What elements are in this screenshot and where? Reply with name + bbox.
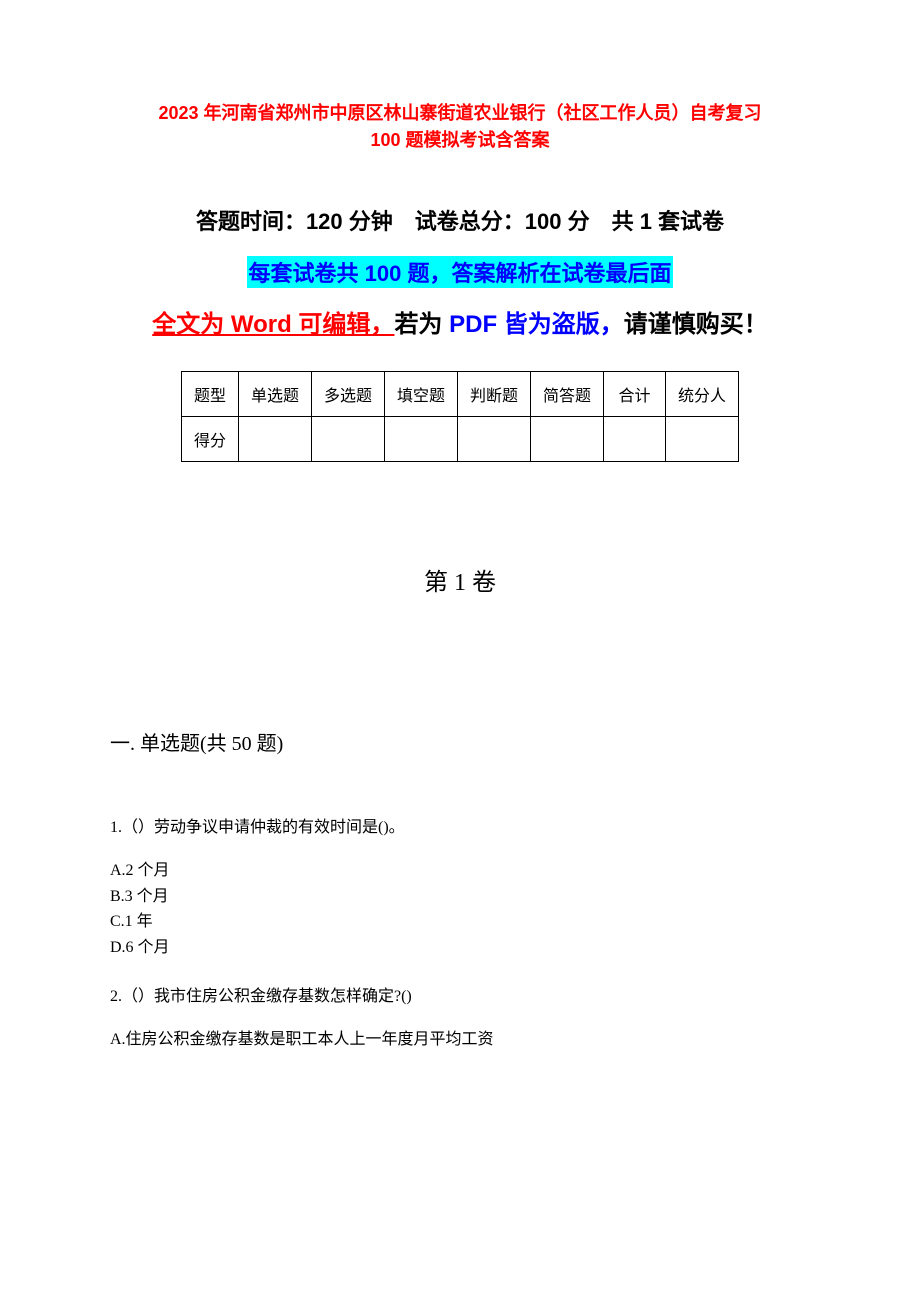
option-a: A.住房公积金缴存基数是职工本人上一年度月平均工资 (110, 1027, 810, 1053)
exam-info: 答题时间：120 分钟 试卷总分：100 分 共 1 套试卷 (110, 204, 810, 236)
word-red-part: 全文为 Word 可编辑， (152, 311, 394, 338)
title-line-1: 2023 年河南省郑州市中原区林山寨街道农业银行（社区工作人员）自考复习 (110, 100, 810, 127)
table-empty-cell (458, 417, 531, 462)
editable-notice: 全文为 Word 可编辑，若为 PDF 皆为盗版，请谨慎购买！ (110, 303, 810, 346)
highlight-text: 每套试卷共 100 题，答案解析在试卷最后面 (247, 256, 674, 288)
table-score-row: 得分 (181, 417, 738, 462)
table-empty-cell (311, 417, 384, 462)
table-header-cell: 判断题 (458, 372, 531, 417)
table-header-cell: 题型 (181, 372, 238, 417)
table-header-row: 题型 单选题 多选题 填空题 判断题 简答题 合计 统分人 (181, 372, 738, 417)
table-header-cell: 合计 (604, 372, 666, 417)
table-header-cell: 填空题 (384, 372, 457, 417)
word-tail-part: 请谨慎购买！ (624, 311, 768, 338)
volume-title: 第 1 卷 (110, 562, 810, 597)
score-table: 题型 单选题 多选题 填空题 判断题 简答题 合计 统分人 得分 (181, 371, 739, 462)
table-header-cell: 简答题 (531, 372, 604, 417)
option-d: D.6 个月 (110, 935, 810, 961)
option-c: C.1 年 (110, 909, 810, 935)
section-title: 一. 单选题(共 50 题) (110, 727, 810, 756)
table-empty-cell (604, 417, 666, 462)
table-empty-cell (531, 417, 604, 462)
table-empty-cell (666, 417, 739, 462)
table-row-label: 得分 (181, 417, 238, 462)
option-a: A.2 个月 (110, 858, 810, 884)
word-blue-part: PDF 皆为盗版， (442, 311, 623, 338)
table-header-cell: 统分人 (666, 372, 739, 417)
title-line-2: 100 题模拟考试含答案 (110, 127, 810, 154)
highlight-container: 每套试卷共 100 题，答案解析在试卷最后面 (110, 256, 810, 288)
word-black-part: 若为 (394, 311, 442, 338)
table-header-cell: 单选题 (238, 372, 311, 417)
table-empty-cell (238, 417, 311, 462)
table-header-cell: 多选题 (311, 372, 384, 417)
question-1-options: A.2 个月 B.3 个月 C.1 年 D.6 个月 (110, 858, 810, 960)
question-1: 1.（）劳动争议申请仲裁的有效时间是()。 (110, 816, 810, 840)
option-b: B.3 个月 (110, 884, 810, 910)
document-title: 2023 年河南省郑州市中原区林山寨街道农业银行（社区工作人员）自考复习 100… (110, 100, 810, 154)
question-2-options: A.住房公积金缴存基数是职工本人上一年度月平均工资 (110, 1027, 810, 1053)
question-2: 2.（）我市住房公积金缴存基数怎样确定?() (110, 985, 810, 1009)
table-empty-cell (384, 417, 457, 462)
